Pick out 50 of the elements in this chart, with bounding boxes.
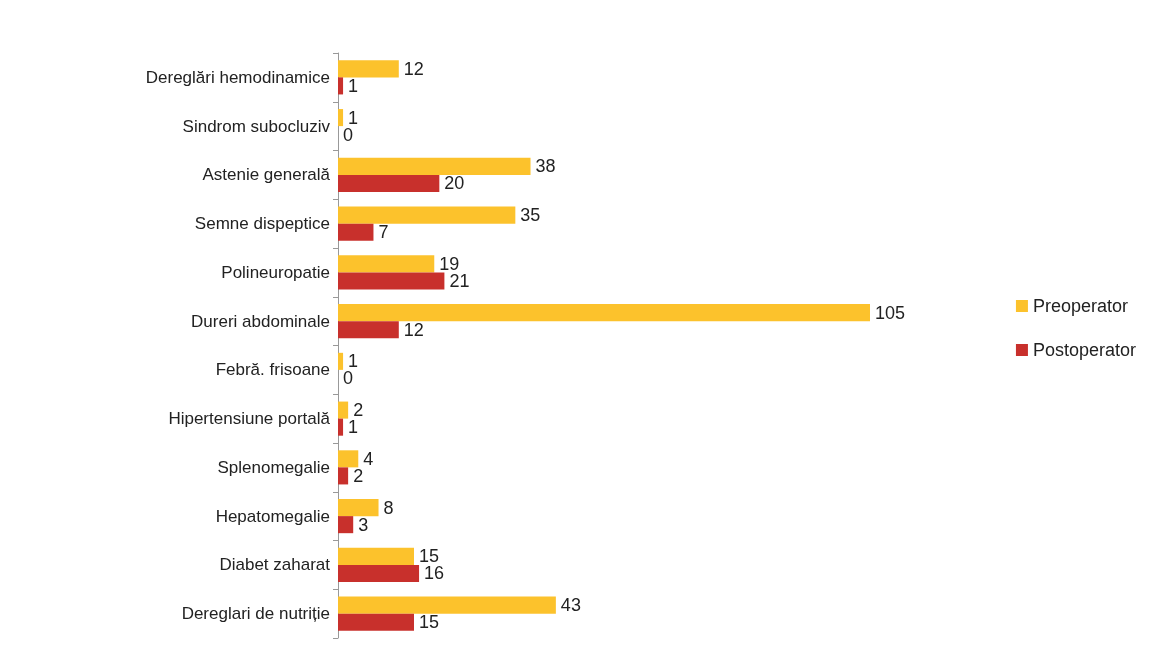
- y-tick-label: Polineuropatie: [221, 262, 330, 282]
- bar: [338, 223, 374, 241]
- bar: [338, 547, 414, 565]
- data-label: 105: [875, 302, 906, 323]
- data-label: 8: [383, 497, 394, 518]
- bar: [338, 174, 440, 192]
- bar: [338, 77, 344, 95]
- legend-label: Preoperator: [1032, 296, 1128, 316]
- bar: [338, 255, 435, 273]
- data-label: 7: [378, 222, 389, 243]
- data-label: 20: [444, 173, 465, 194]
- y-tick-label: Dereglari de nutriție: [181, 604, 330, 624]
- data-label: 12: [403, 58, 424, 79]
- legend-label: Postoperator: [1032, 340, 1137, 360]
- bar: [338, 418, 344, 436]
- y-tick-label: Dereglări hemodinamice: [145, 67, 330, 87]
- y-tick-label: Diabet zaharat: [219, 555, 331, 575]
- bar: [338, 450, 359, 468]
- bar: [338, 467, 349, 485]
- y-tick-label: Sindrom subocluziv: [182, 116, 331, 136]
- y-tick-label: Semne dispeptice: [194, 214, 330, 234]
- data-label: 2: [353, 465, 364, 486]
- bar: [338, 499, 379, 517]
- bar: [338, 352, 344, 370]
- bar: [338, 109, 344, 127]
- bar: [338, 401, 349, 419]
- data-label: 3: [358, 514, 369, 535]
- bar: [338, 157, 531, 175]
- y-tick-label: Dureri abdominale: [191, 311, 330, 331]
- bar: [338, 272, 445, 290]
- data-label: 4: [363, 448, 374, 469]
- bar: [338, 321, 399, 339]
- bar: [338, 206, 516, 224]
- bar: [338, 613, 414, 631]
- data-label: 12: [403, 319, 424, 340]
- y-tick-label: Splenomegalie: [217, 457, 330, 477]
- bar: [338, 516, 354, 534]
- data-label: 1: [348, 75, 359, 96]
- y-tick-label: Astenie generală: [202, 165, 331, 185]
- bar: [338, 564, 420, 582]
- y-tick-label: Febră. frisoane: [215, 360, 330, 380]
- bar: [338, 596, 556, 614]
- y-tick-label: Hipertensiune portală: [168, 409, 331, 429]
- data-label: 43: [560, 595, 581, 616]
- data-label: 15: [419, 612, 440, 633]
- y-tick-label: Hepatomegalie: [215, 506, 330, 526]
- bar: [338, 60, 399, 78]
- bar: [338, 304, 870, 322]
- data-label: 35: [520, 205, 541, 226]
- data-label: 38: [535, 156, 556, 177]
